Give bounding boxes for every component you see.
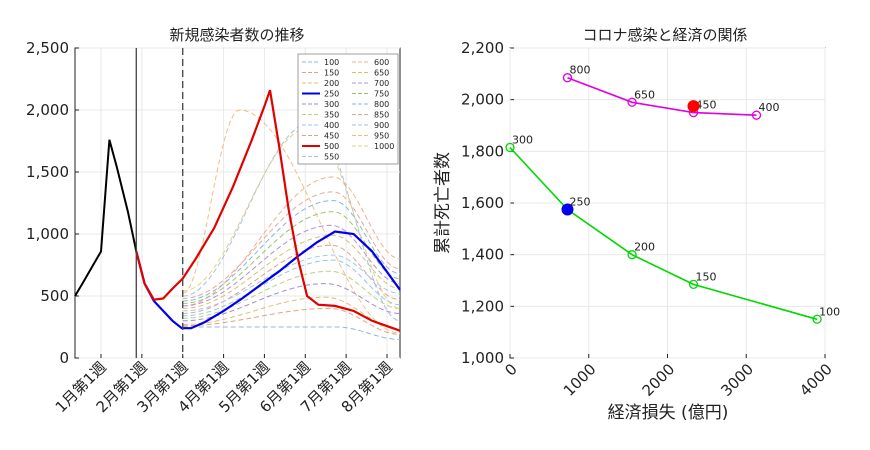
legend-label-350: 350 bbox=[324, 111, 339, 120]
right-series: 800 650 450 400 300 250 200 150 100 bbox=[505, 64, 840, 324]
series-line-500 bbox=[135, 89, 401, 332]
right-y-axis-label: 累計死亡者数 bbox=[433, 152, 453, 254]
point-label: 450 bbox=[695, 99, 716, 112]
series-line-magenta bbox=[567, 76, 757, 116]
left-ytick-label: 0 bbox=[59, 349, 69, 367]
point-label: 150 bbox=[695, 270, 716, 283]
right-chart-title: コロナ感染と経済の関係 bbox=[582, 26, 747, 44]
right-grid bbox=[509, 47, 826, 359]
right-xtick-label: 1000 bbox=[560, 360, 600, 400]
legend-label-900: 900 bbox=[374, 121, 389, 130]
series-line-450 bbox=[182, 244, 401, 314]
right-xtick-label: 0 bbox=[501, 360, 520, 379]
series-line-750 bbox=[182, 211, 401, 304]
legend-label-300: 300 bbox=[324, 100, 339, 109]
data-point bbox=[812, 314, 822, 324]
legend-label-250: 250 bbox=[324, 90, 339, 99]
series-line-900 bbox=[182, 122, 401, 322]
series-line-100 bbox=[182, 326, 401, 340]
left-series-lines bbox=[74, 48, 401, 358]
right-xtick-label: 4000 bbox=[796, 360, 836, 400]
legend-label-700: 700 bbox=[374, 79, 389, 88]
legend-label-100: 100 bbox=[324, 58, 339, 67]
legend-label-550: 550 bbox=[324, 153, 339, 162]
right-x-ticks: 0 1000 2000 3000 4000 bbox=[501, 360, 835, 400]
data-point bbox=[688, 279, 699, 290]
series-line-350 bbox=[182, 270, 401, 319]
series-line-250 bbox=[135, 230, 401, 330]
legend-label-500: 500 bbox=[324, 142, 339, 151]
series-line-950 bbox=[182, 109, 401, 334]
series-line-700 bbox=[182, 224, 401, 307]
right-ytick-label: 1,600 bbox=[461, 194, 504, 212]
data-point bbox=[627, 97, 637, 107]
right-xtick-label: 3000 bbox=[717, 360, 757, 400]
right-ytick-label: 1,800 bbox=[461, 142, 504, 160]
series-line-600 bbox=[182, 176, 401, 307]
series-line-650 bbox=[182, 234, 401, 309]
legend-label-800: 800 bbox=[374, 100, 389, 109]
left-chart: 新規感染者数の推移 0 500 1,000 1,500 2,000 2,500 1月第1週… bbox=[26, 26, 401, 416]
point-label: 650 bbox=[634, 88, 655, 101]
right-xtick-label: 2000 bbox=[639, 360, 679, 400]
series-line-200 bbox=[182, 296, 401, 330]
right-chart: コロナ感染と経済の関係 1,000 1,200 1,400 1,600 1,800 2,0… bbox=[433, 26, 840, 423]
right-ytick-label: 2,000 bbox=[461, 91, 504, 109]
left-ytick-label: 1,500 bbox=[26, 163, 69, 181]
point-label: 800 bbox=[569, 64, 590, 77]
left-ytick-label: 2,000 bbox=[26, 101, 69, 119]
history-line bbox=[74, 139, 138, 297]
series-line-300 bbox=[182, 283, 401, 322]
point-label: 250 bbox=[569, 195, 590, 208]
right-ytick-label: 2,200 bbox=[461, 39, 504, 57]
right-ytick-label: 1,400 bbox=[461, 246, 504, 264]
left-ytick-label: 500 bbox=[40, 287, 69, 305]
highlight-point-magenta bbox=[687, 100, 700, 113]
left-ytick-label: 1,000 bbox=[26, 225, 69, 243]
legend-label-450: 450 bbox=[324, 132, 339, 141]
data-point bbox=[562, 73, 573, 83]
right-y-ticks: 1,000 1,200 1,400 1,600 1,800 2,000 2,200 bbox=[461, 39, 504, 367]
legend-label-850: 850 bbox=[374, 111, 389, 120]
legend-label-200: 200 bbox=[324, 79, 339, 88]
series-line-850 bbox=[182, 191, 401, 299]
right-ytick-label: 1,200 bbox=[461, 297, 504, 315]
legend-label-750: 750 bbox=[374, 90, 389, 99]
legend-label-1000: 1000 bbox=[374, 142, 394, 151]
legend-label-950: 950 bbox=[374, 132, 389, 141]
legend-label-400: 400 bbox=[324, 121, 339, 130]
legend-label-150: 150 bbox=[324, 69, 339, 78]
legend-label-650: 650 bbox=[374, 69, 389, 78]
point-label: 200 bbox=[634, 241, 655, 254]
legend: 1001502002503003504004505005506006507007… bbox=[297, 53, 399, 165]
point-label: 400 bbox=[758, 101, 779, 114]
highlight-point-green bbox=[561, 203, 574, 216]
right-ytick-label: 1,000 bbox=[461, 349, 504, 367]
right-x-axis-label: 経済損失 (億円) bbox=[608, 403, 729, 423]
legend-label-600: 600 bbox=[374, 58, 389, 67]
data-point bbox=[627, 250, 637, 260]
left-ytick-label: 2,500 bbox=[26, 39, 69, 57]
series-line-1000 bbox=[182, 126, 401, 309]
data-point bbox=[751, 110, 762, 120]
point-label: 100 bbox=[819, 305, 840, 318]
data-point bbox=[505, 142, 515, 153]
point-label: 300 bbox=[512, 133, 533, 146]
series-line-green bbox=[509, 146, 818, 321]
left-y-ticks: 0 500 1,000 1,500 2,000 2,500 bbox=[26, 39, 69, 367]
left-chart-title: 新規感染者数の推移 bbox=[169, 26, 304, 44]
series-line-150 bbox=[182, 307, 401, 335]
